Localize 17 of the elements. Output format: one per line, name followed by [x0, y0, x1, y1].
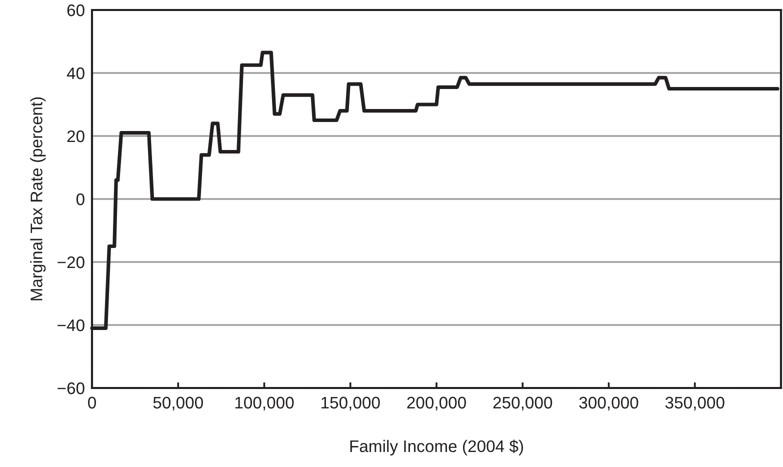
x-tick-label: 50,000: [153, 396, 203, 411]
x-tick-label: 0: [88, 396, 96, 409]
x-tick-label: 300,000: [579, 396, 638, 411]
y-tick-label: 40: [66, 67, 84, 80]
y-tick-label: 60: [67, 4, 84, 16]
x-tick-label: 100,000: [235, 396, 294, 411]
y-tick-label: −60: [58, 382, 84, 394]
x-tick-label: 200,000: [407, 396, 466, 411]
x-tick-label: 250,000: [493, 396, 552, 411]
x-axis-title: Family Income (2004 $): [350, 440, 524, 456]
x-tick-label: 350,000: [665, 396, 724, 411]
y-tick-label: −40: [58, 319, 84, 332]
y-tick-label: −20: [58, 256, 84, 268]
y-tick-label: 0: [76, 193, 84, 206]
x-tick-label: 150,000: [322, 396, 380, 411]
y-axis-title: Marginal Tax Rate (percent): [30, 97, 46, 300]
y-tick-label: 20: [67, 130, 84, 142]
